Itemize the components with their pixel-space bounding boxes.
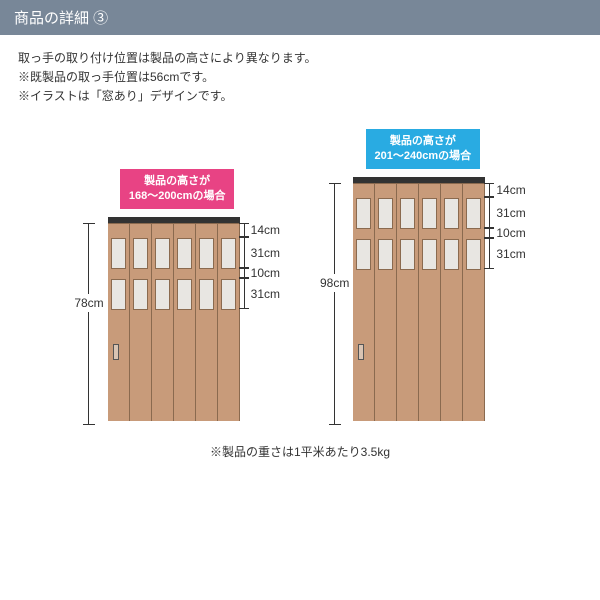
measure-segment: 14cm bbox=[244, 223, 280, 237]
right-measure-a: 14cm 31cm 10cm 31cm bbox=[244, 223, 280, 309]
door-window bbox=[444, 239, 459, 270]
door-window bbox=[356, 198, 371, 229]
diagram-a: 製品の高さが 168～200cmの場合 78cm 14cm 31cm 10cm 31c… bbox=[74, 169, 280, 426]
left-measure-label-a: 78cm bbox=[74, 296, 103, 310]
measure-segment: 10cm bbox=[244, 268, 280, 278]
label-b-line2: 201～240cmの場合 bbox=[375, 149, 472, 164]
door-panel bbox=[108, 224, 130, 421]
door-window bbox=[378, 239, 393, 270]
door-window bbox=[111, 279, 126, 310]
door-window bbox=[155, 238, 170, 269]
door-window bbox=[466, 198, 481, 229]
label-b-line1: 製品の高さが bbox=[375, 134, 472, 149]
label-box-b: 製品の高さが 201～240cmの場合 bbox=[366, 129, 481, 170]
door-window bbox=[422, 239, 437, 270]
diagram-b: 製品の高さが 201～240cmの場合 98cm 14cm 31cm 10cm 31c… bbox=[320, 129, 526, 426]
door-panel bbox=[353, 184, 375, 421]
door-wrap-a bbox=[108, 217, 240, 421]
door-b bbox=[353, 183, 485, 421]
left-measure-label-b: 98cm bbox=[320, 276, 349, 290]
door-panel bbox=[196, 224, 218, 421]
door-window bbox=[177, 279, 192, 310]
intro-line-2: ※既製品の取っ手位置は56cmです。 bbox=[18, 68, 582, 87]
door-wrap-b bbox=[353, 177, 485, 421]
door-window bbox=[133, 279, 148, 310]
door-window bbox=[400, 239, 415, 270]
door-handle-b bbox=[358, 344, 364, 360]
door-a bbox=[108, 223, 240, 421]
door-row-b: 98cm 14cm 31cm 10cm 31cm bbox=[320, 177, 526, 425]
label-a-line1: 製品の高さが bbox=[129, 174, 226, 189]
footer-note: ※製品の重さは1平米あたり3.5kg bbox=[18, 443, 582, 460]
door-panel bbox=[441, 184, 463, 421]
measure-label: 14cm bbox=[251, 223, 280, 237]
door-row-a: 78cm 14cm 31cm 10cm 31cm bbox=[74, 217, 280, 425]
door-window bbox=[155, 279, 170, 310]
intro-text: 取っ手の取り付け位置は製品の高さにより異なります。 ※既製品の取っ手位置は56c… bbox=[18, 49, 582, 107]
door-window bbox=[199, 279, 214, 310]
door-panel bbox=[174, 224, 196, 421]
door-window bbox=[356, 239, 371, 270]
door-window bbox=[133, 238, 148, 269]
door-window bbox=[466, 239, 481, 270]
door-panel bbox=[152, 224, 174, 421]
intro-line-3: ※イラストは「窓あり」デザインです。 bbox=[18, 87, 582, 106]
content-area: 取っ手の取り付け位置は製品の高さにより異なります。 ※既製品の取っ手位置は56c… bbox=[0, 35, 600, 474]
label-a-line2: 168～200cmの場合 bbox=[129, 189, 226, 204]
door-panel bbox=[218, 224, 240, 421]
door-window bbox=[221, 279, 236, 310]
door-panel bbox=[463, 184, 485, 421]
measure-label: 14cm bbox=[496, 183, 525, 197]
measure-segment: 31cm bbox=[489, 197, 525, 228]
measure-segment: 31cm bbox=[489, 238, 525, 269]
door-panel bbox=[130, 224, 152, 421]
door-handle-a bbox=[113, 344, 119, 360]
door-window bbox=[400, 198, 415, 229]
measure-segment: 31cm bbox=[244, 278, 280, 309]
measure-label: 31cm bbox=[496, 247, 525, 261]
right-measure-b: 14cm 31cm 10cm 31cm bbox=[489, 183, 525, 269]
section-header: 商品の詳細 ③ bbox=[0, 0, 600, 35]
measure-label: 31cm bbox=[496, 206, 525, 220]
measure-segment: 31cm bbox=[244, 237, 280, 268]
door-window bbox=[221, 238, 236, 269]
door-panel bbox=[419, 184, 441, 421]
section-title: 商品の詳細 ③ bbox=[14, 10, 108, 27]
door-window bbox=[111, 238, 126, 269]
door-window bbox=[422, 198, 437, 229]
door-window bbox=[378, 198, 393, 229]
door-panel bbox=[397, 184, 419, 421]
label-box-a: 製品の高さが 168～200cmの場合 bbox=[120, 169, 235, 210]
intro-line-1: 取っ手の取り付け位置は製品の高さにより異なります。 bbox=[18, 49, 582, 68]
measure-segment: 10cm bbox=[489, 228, 525, 238]
door-window bbox=[199, 238, 214, 269]
diagrams-row: 製品の高さが 168～200cmの場合 78cm 14cm 31cm 10cm 31c… bbox=[18, 129, 582, 426]
left-measure-b: 98cm bbox=[320, 183, 349, 425]
measure-label: 31cm bbox=[251, 287, 280, 301]
left-measure-a: 78cm bbox=[74, 223, 103, 425]
door-window bbox=[177, 238, 192, 269]
measure-segment: 14cm bbox=[489, 183, 525, 197]
measure-label: 31cm bbox=[251, 246, 280, 260]
door-window bbox=[444, 198, 459, 229]
door-panel bbox=[375, 184, 397, 421]
